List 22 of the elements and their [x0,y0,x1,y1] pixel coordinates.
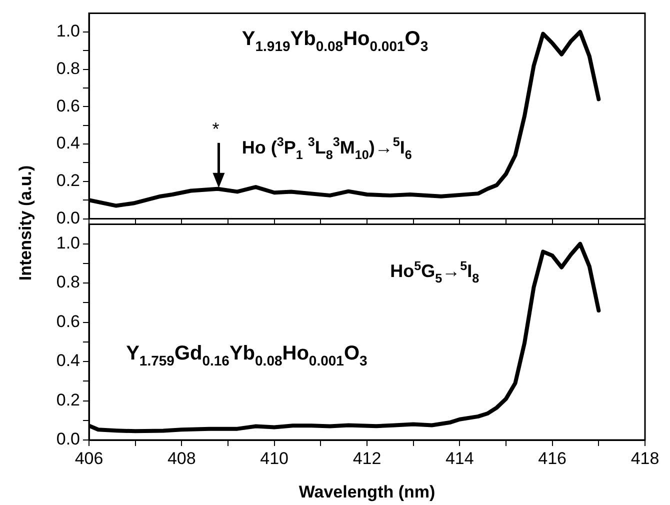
y-tick-label: 1.0 [56,22,80,41]
x-tick-label: 412 [352,448,382,468]
x-tick-label: 408 [167,448,196,468]
y-tick-label: 0.2 [56,171,80,190]
x-tick-label: 416 [538,448,567,468]
x-tick-label: 418 [630,448,660,468]
x-axis-title: Wavelength (nm) [298,482,436,502]
x-tick-label: 410 [260,448,289,468]
y-tick-label: 0.2 [56,390,80,410]
x-tick-label: 406 [74,448,104,468]
annotation: * [212,118,220,139]
y-tick-label: 1.0 [56,234,80,253]
y-tick-label: 0.4 [56,351,80,370]
x-tick-label: 414 [445,448,474,468]
y-tick-label: 0.8 [56,58,80,78]
y-tick-label: 0.6 [56,312,80,331]
y-tick-label: 0.8 [56,272,80,292]
y-tick-label: 0.4 [56,134,80,153]
y-tick-label: 0.6 [56,96,80,116]
y-axis-title: Intensity (a.u.) [16,165,36,281]
y-tick-label: 0.0 [56,208,80,228]
y-tick-label: 0.0 [56,430,80,449]
